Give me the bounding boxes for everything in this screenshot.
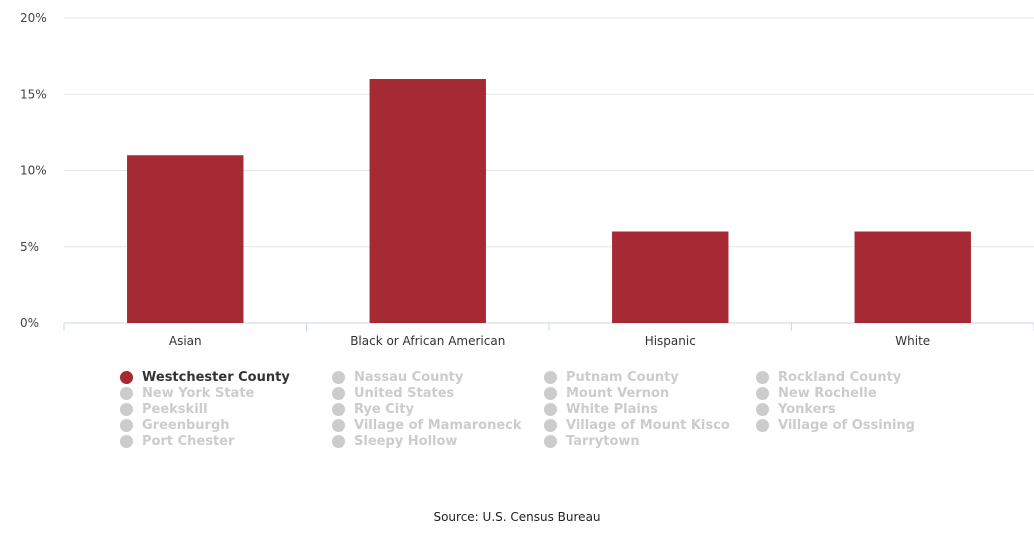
legend-item[interactable]: Rye City [332, 401, 544, 417]
legend-item[interactable]: New York State [120, 385, 332, 401]
y-tick-label: 15% [20, 87, 47, 101]
bar[interactable] [369, 79, 486, 323]
y-tick-label: 0% [20, 316, 39, 330]
legend-label: Village of Mount Kisco [566, 417, 730, 433]
y-tick-label: 10% [20, 164, 47, 178]
legend-dot-icon [120, 434, 133, 448]
legend-dot-icon [120, 370, 133, 384]
legend-label: Village of Mamaroneck [354, 417, 522, 433]
bar[interactable] [127, 155, 244, 323]
legend-dot-icon [544, 386, 557, 400]
legend-dot-icon [544, 434, 557, 448]
x-category-label: White [895, 334, 930, 348]
legend-label: New York State [142, 385, 255, 401]
legend-label: Port Chester [142, 433, 235, 449]
legend-label: Tarrytown [566, 433, 640, 449]
legend-item[interactable]: Putnam County [544, 369, 756, 385]
legend-dot-icon [332, 386, 345, 400]
legend-label: Village of Ossining [778, 417, 915, 433]
y-tick-label: 20% [20, 11, 47, 25]
legend-dot-icon [332, 402, 345, 416]
y-tick-label: 5% [20, 240, 39, 254]
legend-dot-icon [756, 386, 769, 400]
legend-label: Nassau County [354, 369, 464, 385]
legend-item[interactable]: Village of Ossining [756, 417, 968, 433]
legend-label: Peekskill [142, 401, 208, 417]
legend-dot-icon [120, 402, 133, 416]
legend-dot-icon [120, 418, 133, 432]
x-category-label: Hispanic [645, 334, 696, 348]
legend-dot-icon [332, 370, 345, 384]
legend-item[interactable]: Greenburgh [120, 417, 332, 433]
legend-dot-icon [756, 418, 769, 432]
chart-source: Source: U.S. Census Bureau [433, 510, 601, 524]
legend-dot-icon [756, 370, 769, 384]
legend-label: Yonkers [778, 401, 836, 417]
legend-item[interactable]: White Plains [544, 401, 756, 417]
legend-label: United States [354, 385, 455, 401]
bar-chart: 0% 5% 10% 15% 20% Asian Black or African Ameri… [20, 11, 1034, 348]
legend-label: Sleepy Hollow [354, 433, 458, 449]
legend-dot-icon [332, 434, 345, 448]
legend-label: Putnam County [566, 369, 679, 385]
legend-item[interactable]: Rockland County [756, 369, 968, 385]
legend-label: Rye City [354, 401, 414, 417]
legend-item[interactable]: New Rochelle [756, 385, 968, 401]
legend-item[interactable]: Nassau County [332, 369, 544, 385]
legend-item[interactable]: Village of Mamaroneck [332, 417, 544, 433]
legend-dot-icon [544, 370, 557, 384]
legend-dot-icon [756, 402, 769, 416]
legend-dot-icon [544, 402, 557, 416]
chart-legend: Westchester County New York State Peekskil… [120, 369, 970, 449]
legend-label: White Plains [566, 401, 658, 417]
legend-item[interactable]: Port Chester [120, 433, 332, 449]
legend-label: Westchester County [142, 369, 290, 385]
legend-label: Greenburgh [142, 417, 230, 433]
x-category-label: Black or African American [350, 334, 505, 348]
legend-item[interactable]: Westchester County [120, 369, 332, 385]
legend-item[interactable]: Peekskill [120, 401, 332, 417]
legend-item[interactable]: Mount Vernon [544, 385, 756, 401]
legend-item[interactable]: United States [332, 385, 544, 401]
legend-label: Mount Vernon [566, 385, 670, 401]
legend-dot-icon [544, 418, 557, 432]
legend-label: Rockland County [778, 369, 902, 385]
legend-item[interactable]: Tarrytown [544, 433, 756, 449]
legend-item[interactable]: Village of Mount Kisco [544, 417, 756, 433]
bar[interactable] [612, 231, 729, 324]
bar[interactable] [854, 231, 971, 324]
legend-dot-icon [332, 418, 345, 432]
legend-item[interactable]: Sleepy Hollow [332, 433, 544, 449]
legend-label: New Rochelle [778, 385, 877, 401]
x-category-label: Asian [169, 334, 202, 348]
legend-dot-icon [120, 386, 133, 400]
legend-item[interactable]: Yonkers [756, 401, 968, 417]
